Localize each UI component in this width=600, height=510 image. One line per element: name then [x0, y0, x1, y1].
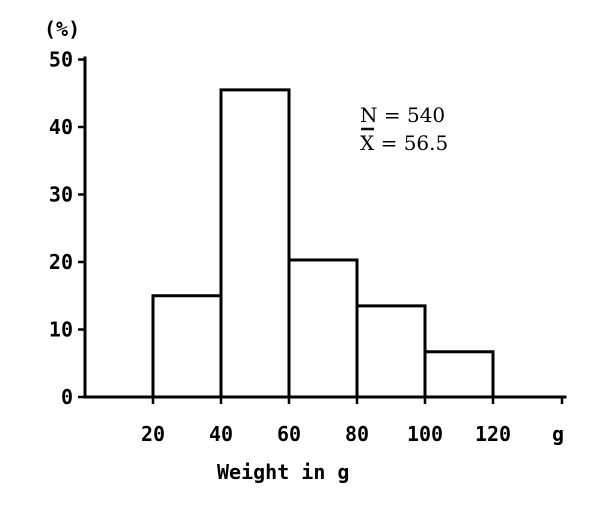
x-tick-label: 20	[141, 422, 165, 446]
histogram-bar-80-100	[355, 304, 427, 399]
y-tick-label: 0	[61, 385, 73, 409]
x-tick-label: 40	[209, 422, 233, 446]
x-tick-label: 120	[475, 422, 511, 446]
bar-group	[151, 88, 495, 399]
y-tick-label: 40	[49, 115, 73, 139]
x-axis-unit-label: g	[552, 422, 564, 446]
mean-annotation: X = 56.5	[360, 131, 448, 155]
histogram-bar-20-40	[151, 294, 223, 399]
x-tick-group: 20 40 60 80 100 120	[141, 397, 564, 446]
x-tick-label: 80	[345, 422, 369, 446]
y-tick-label: 20	[49, 250, 73, 274]
x-tick-label: 100	[407, 422, 443, 446]
y-tick-label: 30	[49, 183, 73, 207]
x-axis-title: Weight in g	[217, 460, 349, 484]
histogram-bar-40-60	[219, 88, 291, 399]
histogram-bar-60-80	[287, 258, 359, 399]
sample-size-annotation: N = 540	[360, 103, 445, 127]
y-tick-label: 10	[49, 318, 73, 342]
y-tick-group: 0 10 20 30 40 50	[49, 48, 85, 409]
histogram-bar-100-120	[423, 350, 495, 399]
y-axis-unit-label: (%)	[44, 17, 80, 41]
x-tick-label: 60	[277, 422, 301, 446]
y-tick-label: 50	[49, 48, 73, 72]
